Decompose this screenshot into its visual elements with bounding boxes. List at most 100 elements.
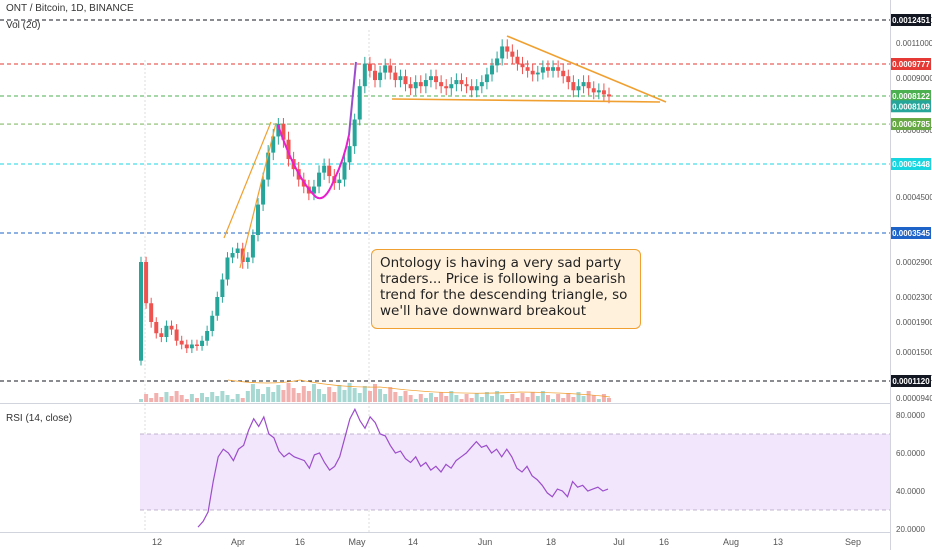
candles <box>139 39 611 366</box>
chart-title: ONT / Bitcoin, 1D, BINANCE <box>6 3 134 14</box>
candle <box>418 82 423 87</box>
price-label: 0.0006785 <box>892 120 930 129</box>
candle <box>362 63 367 87</box>
candle <box>256 204 260 236</box>
candle <box>403 76 408 85</box>
rsi-legend: RSI (14, close) <box>6 413 73 424</box>
candle <box>250 235 255 258</box>
y-tick-label: 0.0001500 <box>896 348 932 357</box>
y-tick-label: 0.0009000 <box>896 74 932 83</box>
volume-bar <box>551 399 556 402</box>
candle <box>591 88 596 93</box>
volume-bar <box>434 397 439 402</box>
candle <box>393 72 398 81</box>
channel-line-upper <box>223 121 272 239</box>
volume-bar <box>276 385 281 402</box>
volume-bar <box>139 399 143 402</box>
x-tick-label: May <box>348 537 366 547</box>
candle <box>581 82 586 87</box>
candle <box>327 165 332 177</box>
volume-bar <box>266 387 271 402</box>
candle <box>566 76 571 83</box>
y-tick-label: 0.0006500 <box>896 126 932 135</box>
volume-bar <box>505 399 510 402</box>
candle <box>378 72 383 81</box>
volume-bar <box>367 391 372 402</box>
annotation-line: Ontology is having a very sad party <box>380 255 622 271</box>
candle <box>454 80 459 85</box>
price-label: 0.0008122 <box>892 92 930 101</box>
volume-bar <box>301 386 306 402</box>
volume-bar <box>398 396 403 402</box>
price-label: 0.0009777 <box>892 60 930 69</box>
candle <box>205 331 210 341</box>
volume-bar <box>510 394 515 402</box>
volume-bar <box>439 392 444 402</box>
candle <box>149 303 154 322</box>
candle <box>230 253 235 258</box>
volume-bar <box>286 383 291 402</box>
x-tick-label: 16 <box>659 537 669 547</box>
rsi-axis: 80.0000 60.0000 40.0000 20.0000 <box>896 411 925 534</box>
volume-bar <box>596 399 601 402</box>
volume-bar <box>378 389 383 402</box>
volume-bar <box>408 395 413 402</box>
volume-bar <box>311 384 316 402</box>
volume-bar <box>454 395 459 402</box>
candle <box>174 329 179 341</box>
volume-bar <box>393 392 398 402</box>
volume-bar <box>571 397 576 402</box>
price-label: 0.0001120 <box>892 377 930 386</box>
candle <box>479 82 484 87</box>
candle <box>311 186 316 194</box>
volume-bar <box>322 394 327 402</box>
volume-bar <box>591 395 596 402</box>
channel-line-lower <box>239 122 277 269</box>
volume-bar <box>332 392 337 402</box>
x-tick-label: Sep <box>845 537 861 547</box>
candle <box>545 67 550 71</box>
volume-bar <box>607 398 611 402</box>
x-tick-label: 16 <box>295 537 305 547</box>
volume-bar <box>423 398 428 402</box>
volume-bar <box>474 393 479 402</box>
time-axis: 12 Apr 16 May 14 Jun 18 Jul 16 Aug 13 Sep <box>152 537 861 547</box>
volume-bar <box>352 388 357 402</box>
candle <box>408 84 413 89</box>
candle <box>561 70 566 77</box>
candle <box>540 67 545 73</box>
candle <box>261 179 266 205</box>
candle <box>281 123 286 140</box>
x-tick-label: Apr <box>231 537 245 547</box>
cup-handle <box>348 61 357 136</box>
candle <box>144 262 149 304</box>
volume-bar <box>306 391 311 402</box>
candle <box>276 123 281 137</box>
price-axis: 0.00130000.00110000.00090000.00065000.00… <box>896 16 932 403</box>
candle <box>510 51 515 57</box>
candle <box>525 67 530 71</box>
candle <box>596 90 601 93</box>
x-tick-label: Jun <box>478 537 493 547</box>
rsi-line <box>197 407 609 528</box>
candle <box>515 56 520 64</box>
price-label-box <box>891 100 931 113</box>
volume-bar <box>515 398 520 402</box>
volume-bar <box>342 390 347 402</box>
volume-bar <box>490 396 494 402</box>
candle <box>352 119 357 147</box>
candle <box>398 76 403 81</box>
volume-bar <box>240 398 245 402</box>
volume-bar <box>245 391 250 402</box>
candle <box>169 325 174 330</box>
rsi-tick-label: 40.0000 <box>896 487 925 496</box>
volume-bar <box>174 391 179 402</box>
volume-bar <box>484 392 489 402</box>
candle <box>210 315 215 331</box>
price-label-box <box>891 158 931 170</box>
candle <box>444 86 449 89</box>
x-tick-label: Jul <box>613 537 625 547</box>
annotation-callout[interactable]: Ontology is having a very sad party trad… <box>371 249 641 329</box>
volume-bar <box>388 387 393 402</box>
